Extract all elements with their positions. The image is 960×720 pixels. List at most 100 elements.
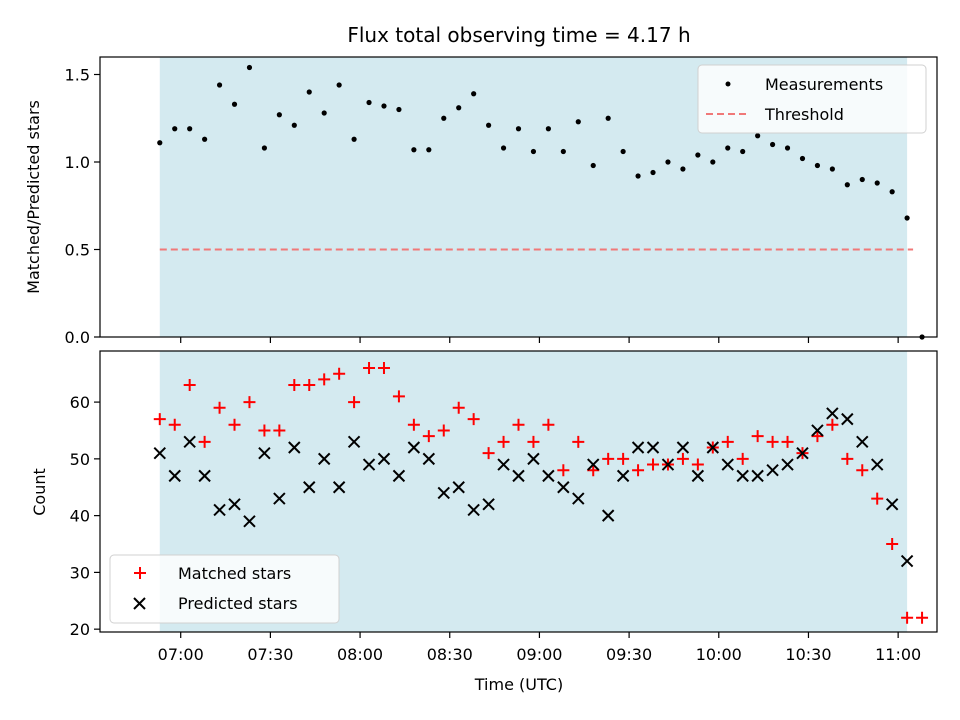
measurement-point [605, 115, 611, 121]
chart-title: Flux total observing time = 4.17 h [347, 23, 690, 47]
measurement-point [814, 162, 821, 169]
matched-star-point [901, 611, 914, 624]
measurement-point [187, 126, 193, 132]
matched-star-point [183, 379, 196, 392]
matched-star-point [348, 396, 361, 409]
top-panel: 0.0 0.5 1.0 1.5 Matched/Predicted stars Mea… [24, 56, 938, 347]
top-legend-box [697, 64, 927, 134]
top-x-ticks [180, 337, 899, 343]
predicted-star-point [781, 458, 794, 471]
matched-star-point [647, 458, 660, 471]
bottom-y-tick-label: 30 [70, 563, 90, 582]
measurement-point [515, 126, 522, 132]
predicted-star-point [198, 469, 211, 483]
matched-star-point [572, 435, 585, 448]
predicted-star-point [691, 469, 705, 483]
predicted-star-point [900, 554, 914, 568]
predicted-star-point [542, 469, 555, 483]
matched-star-point [198, 435, 211, 448]
predicted-star-point [392, 469, 406, 483]
predicted-star-point [841, 412, 854, 426]
measurement-point [471, 91, 477, 97]
bottom-y-tick-label: 50 [70, 450, 90, 469]
predicted-star-point [377, 452, 391, 466]
measurement-point [456, 105, 462, 111]
measurement-point [665, 159, 671, 165]
bottom-legend-box [109, 554, 340, 624]
x-tick-label: 10:00 [696, 645, 742, 664]
predicted-star-point [856, 435, 869, 449]
predicted-star-point [482, 498, 495, 511]
measurement-point [829, 166, 835, 172]
predicted-star-point [422, 452, 436, 466]
predicted-star-point [811, 424, 824, 437]
matched-star-point [841, 452, 854, 465]
predicted-stars-points [153, 407, 914, 568]
top-y-tick-label: 1.0 [65, 153, 90, 172]
predicted-star-point [273, 492, 286, 505]
measurement-point [725, 145, 731, 151]
matched-star-point [168, 418, 181, 431]
matched-star-point [407, 418, 420, 431]
legend-predicted-marker [133, 597, 146, 610]
measurement-point [844, 182, 850, 188]
measurement-point [396, 106, 402, 113]
measurement-point [306, 89, 312, 95]
predicted-star-point [661, 458, 675, 471]
x-tick-label: 09:00 [516, 645, 562, 664]
matched-star-point [527, 435, 540, 448]
measurement-point [874, 180, 880, 186]
bottom-legend: Matched stars Predicted stars [109, 554, 340, 624]
measurement-point [680, 166, 686, 172]
predicted-star-point [407, 441, 421, 454]
predicted-star-point [796, 446, 809, 460]
matched-star-point [482, 447, 495, 460]
measurement-point [321, 110, 327, 116]
measurement-point [904, 215, 910, 221]
matched-star-point [617, 452, 630, 465]
measurement-point [769, 141, 776, 148]
predicted-star-point [497, 458, 510, 471]
matched-star-point [587, 464, 600, 477]
predicted-star-point [213, 503, 226, 517]
matched-stars-points [153, 362, 929, 624]
x-tick-label: 07:00 [158, 645, 204, 664]
predicted-star-point [646, 441, 660, 454]
x-tick-label: 07:30 [247, 645, 293, 664]
predicted-star-point [243, 515, 256, 528]
bottom-y-tick-label: 60 [70, 393, 90, 412]
predicted-star-point [721, 458, 734, 471]
x-axis-label: Time (UTC) [474, 675, 563, 694]
matched-star-point [318, 373, 331, 386]
matched-star-point [392, 390, 405, 403]
measurement-point [381, 103, 387, 109]
predicted-star-point [362, 458, 376, 471]
matched-star-point [363, 362, 376, 375]
predicted-star-point [885, 498, 899, 511]
measurement-point [635, 173, 641, 179]
legend-measurements-marker [725, 81, 731, 87]
predicted-star-point [736, 469, 749, 483]
measurement-point [575, 119, 581, 125]
predicted-star-point [631, 441, 645, 454]
matched-star-point [273, 424, 286, 437]
x-tick-label: 08:00 [337, 645, 383, 664]
measurement-point [216, 82, 223, 88]
matched-star-point [826, 418, 839, 431]
matched-star-point [377, 362, 390, 375]
predicted-star-point [288, 441, 301, 454]
matched-star-point [557, 464, 570, 477]
matched-star-point [258, 424, 271, 437]
legend-threshold-label: Threshold [764, 105, 844, 124]
measurement-point [560, 148, 566, 155]
predicted-star-point [512, 469, 525, 483]
measurement-point [710, 159, 716, 165]
predicted-star-point [303, 481, 316, 494]
matched-star-point [512, 418, 525, 431]
predicted-star-point [467, 503, 480, 517]
legend-matched-label: Matched stars [178, 564, 291, 583]
measurement-point [889, 189, 895, 195]
predicted-star-point [706, 441, 720, 454]
x-tick-label: 11:00 [875, 645, 921, 664]
bottom-y-ticks: 20 30 40 50 60 [70, 393, 100, 639]
